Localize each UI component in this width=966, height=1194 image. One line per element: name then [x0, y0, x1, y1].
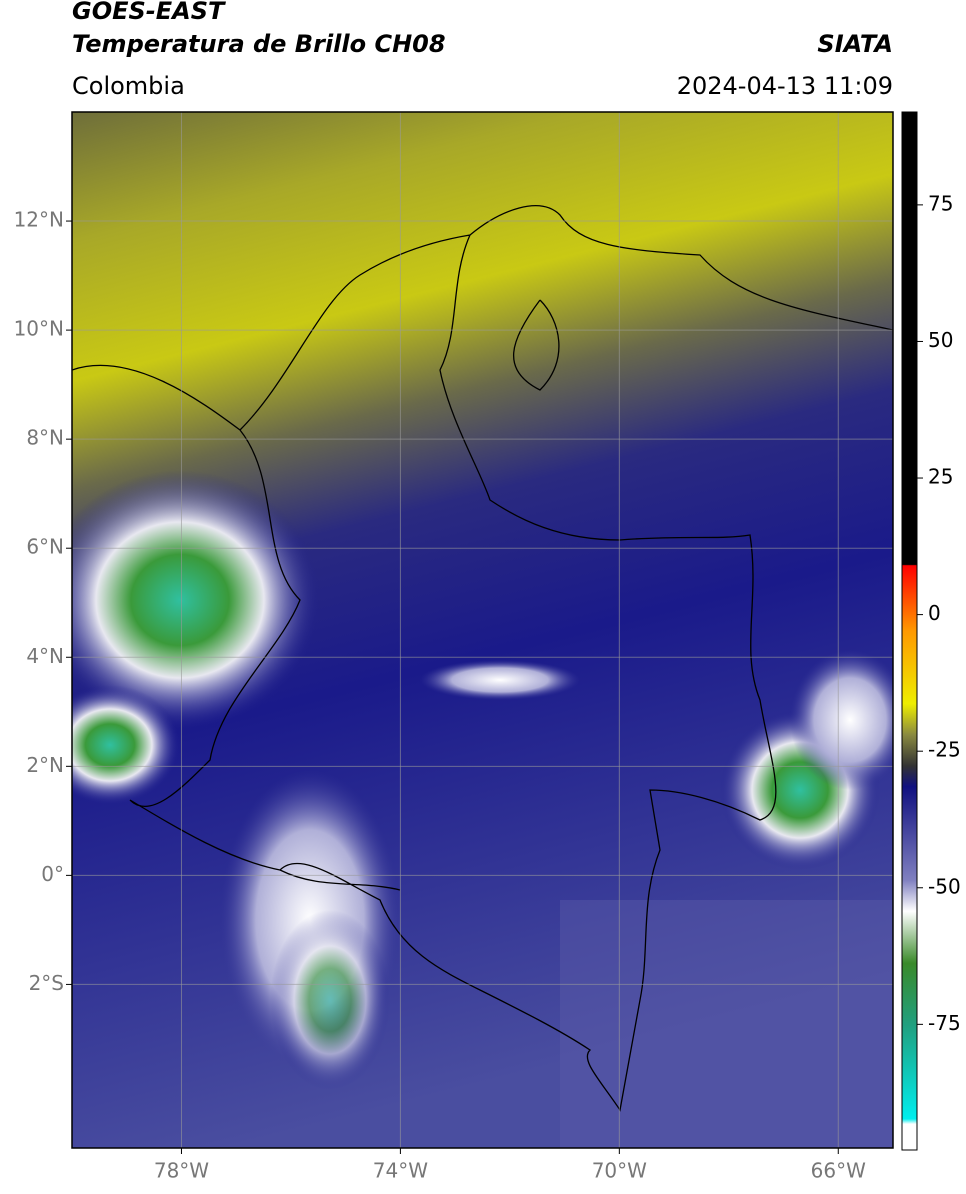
y-tick-label: 4°N	[26, 644, 64, 668]
title: GOES-EAST	[72, 0, 226, 25]
x-tick-label: 74°W	[373, 1159, 428, 1183]
y-tick-label: 10°N	[14, 317, 64, 341]
x-tick-label: 70°W	[592, 1159, 647, 1183]
y-tick-label: 12°N	[14, 208, 64, 232]
y-tick-label: 6°N	[26, 535, 64, 559]
x-tick-label: 78°W	[154, 1159, 209, 1183]
colorbar-tick-label: 75	[928, 191, 953, 215]
title: Temperatura de Brillo CH08	[72, 30, 446, 58]
source: SIATA	[817, 30, 893, 58]
datetime: 2024-04-13 11:09	[677, 72, 893, 100]
colorbar-tick-label: -50	[928, 874, 961, 898]
colorbar-tick-label: -75	[928, 1011, 961, 1035]
map-frame	[71, 111, 894, 1149]
y-tick-label: 2°S	[29, 971, 64, 995]
colorbar	[901, 111, 918, 1151]
colorbar-tick-label: -25	[928, 738, 961, 762]
satellite-image	[72, 112, 893, 1148]
x-tick-label: 66°W	[811, 1159, 866, 1183]
region: Colombia	[72, 72, 185, 100]
colorbar-tick-label: 25	[928, 465, 953, 489]
y-tick-label: 2°N	[26, 753, 64, 777]
y-tick-label: 8°N	[26, 426, 64, 450]
y-tick-label: 0°	[41, 862, 64, 886]
colorbar-tick-label: 50	[928, 328, 953, 352]
graticule	[72, 112, 893, 1148]
colorbar-tick-label: 0	[928, 601, 941, 625]
